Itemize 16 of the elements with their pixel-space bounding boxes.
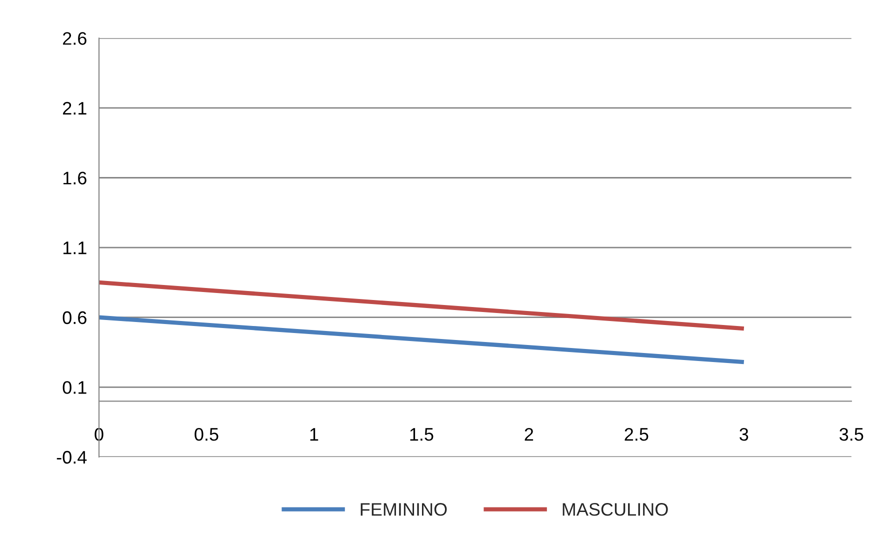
x-tick-label: 2: [524, 428, 534, 441]
x-tick-label: 2.5: [624, 428, 648, 441]
x-tick-label: 1: [310, 428, 318, 441]
y-tick-label: 1.6: [63, 172, 86, 184]
x-tick-label: 0.5: [194, 428, 218, 441]
y-tick-label: 2.1: [63, 102, 86, 114]
x-tick-label: 1.5: [410, 428, 434, 441]
x-tick-label: 3: [740, 428, 748, 441]
y-tick-label: 1.1: [63, 242, 86, 254]
y-tick-label: 0.6: [62, 311, 86, 324]
legend-label: MASCULINO: [562, 503, 668, 516]
y-tick-label: -0.4: [56, 450, 87, 464]
y-tick-label: 0.1: [62, 381, 86, 394]
y-tick-label: 2.6: [63, 32, 86, 45]
x-tick-label: 3.5: [840, 428, 864, 441]
legend-label: FEMININO: [360, 503, 447, 516]
